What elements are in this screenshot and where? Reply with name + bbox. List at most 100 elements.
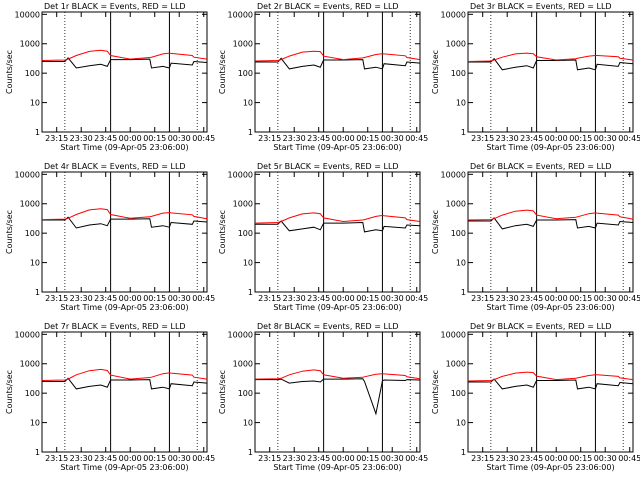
series-line [467,371,634,382]
x-tick-label: 00:30 [168,134,191,143]
y-tick-label: 10000 [228,330,253,339]
x-tick-label: 00:15 [356,134,379,143]
plot-frame [41,171,208,293]
series-line [467,52,634,62]
x-tick-label: 00:15 [569,294,592,303]
y-tick-label: 10 [456,259,466,268]
x-tick-label: 00:00 [545,294,568,303]
x-tick-label: 23:30 [70,134,93,143]
x-tick-label: 00:00 [119,134,142,143]
x-tick-label: 23:15 [258,134,281,143]
x-tick-label: 23:30 [496,134,519,143]
y-tick-label: 1000 [233,40,253,49]
y-axis-label: Counts/sec [431,50,440,94]
x-tick-label: 00:30 [381,294,404,303]
series-line [467,209,634,221]
y-tick-label: 1 [248,448,253,457]
x-tick-label: 23:15 [471,134,494,143]
y-axis-label: Counts/sec [431,210,440,254]
y-tick-label: 10 [243,99,253,108]
x-axis-label: Start Time (09-Apr-05 23:06:00) [60,463,188,472]
series-line [41,368,208,381]
y-tick-label: 10 [243,259,253,268]
x-axis-label: Start Time (09-Apr-05 23:06:00) [60,143,188,152]
y-axis-label: Counts/sec [431,370,440,414]
panel: Det 2r BLACK = Events, RED = LLD Start Ti… [218,2,428,152]
x-axis-label: Start Time (09-Apr-05 23:06:00) [486,463,614,472]
y-tick-label: 10 [30,419,40,428]
panel-title: Det 8r BLACK = Events, RED = LLD [257,322,399,331]
x-tick-label: 00:00 [545,454,568,463]
x-tick-label: 00:30 [381,454,404,463]
x-axis-label: Start Time (09-Apr-05 23:06:00) [60,303,188,312]
plot-frame [467,331,634,453]
panel-title: Det 7r BLACK = Events, RED = LLD [44,322,186,331]
y-tick-label: 1000 [233,200,253,209]
x-axis-label: Start Time (09-Apr-05 23:06:00) [486,143,614,152]
x-tick-label: 23:30 [283,294,306,303]
x-tick-label: 23:45 [307,134,330,143]
x-tick-label: 00:45 [192,454,215,463]
x-tick-label: 23:45 [307,454,330,463]
y-tick-label: 10000 [15,330,40,339]
x-tick-label: 00:15 [569,134,592,143]
series-line [255,378,421,416]
y-tick-label: 1 [35,128,40,137]
x-tick-label: 23:15 [258,454,281,463]
plot-frame [254,11,421,133]
x-tick-label: 00:45 [405,134,428,143]
y-tick-label: 100 [25,69,40,78]
panel: Det 4r BLACK = Events, RED = LLD Start Ti… [5,162,215,312]
series-line [41,49,208,61]
x-tick-label: 00:45 [192,134,215,143]
plot-frame [254,331,421,453]
y-tick-label: 10000 [228,10,253,19]
panel-title: Det 6r BLACK = Events, RED = LLD [470,162,612,171]
x-tick-label: 23:15 [471,454,494,463]
plot-frame [254,171,421,293]
y-tick-label: 1000 [446,360,466,369]
y-axis-label: Counts/sec [218,210,227,254]
x-tick-label: 00:15 [143,134,166,143]
x-axis-label: Start Time (09-Apr-05 23:06:00) [273,463,401,472]
y-tick-label: 10000 [15,170,40,179]
x-tick-label: 23:15 [471,294,494,303]
y-tick-label: 100 [238,389,253,398]
y-tick-label: 10000 [441,330,466,339]
y-tick-label: 10000 [441,170,466,179]
x-tick-label: 23:15 [45,454,68,463]
y-tick-label: 100 [238,69,253,78]
x-tick-label: 23:45 [520,294,543,303]
series-line [254,50,421,62]
x-tick-label: 00:15 [356,454,379,463]
x-tick-label: 00:45 [618,454,640,463]
panel: Det 1r BLACK = Events, RED = LLD Start Ti… [5,2,215,152]
y-tick-label: 10 [243,419,253,428]
x-tick-label: 00:30 [594,454,617,463]
x-tick-label: 00:30 [594,134,617,143]
x-tick-label: 00:15 [143,454,166,463]
x-tick-label: 00:00 [119,454,142,463]
panel: Det 3r BLACK = Events, RED = LLD Start Ti… [431,2,640,152]
x-tick-label: 00:45 [192,294,215,303]
y-tick-label: 10 [456,99,466,108]
y-tick-label: 1000 [446,200,466,209]
x-tick-label: 00:30 [168,454,191,463]
y-tick-label: 100 [238,229,253,238]
panel-title: Det 5r BLACK = Events, RED = LLD [257,162,399,171]
y-tick-label: 100 [25,389,40,398]
y-tick-label: 1 [461,288,466,297]
y-tick-label: 100 [451,69,466,78]
x-tick-label: 00:45 [618,294,640,303]
y-tick-label: 1 [35,448,40,457]
plot-frame [467,11,634,133]
series-line [42,377,208,390]
x-tick-label: 00:00 [119,294,142,303]
y-axis-label: Counts/sec [218,50,227,94]
y-tick-label: 1000 [233,360,253,369]
y-tick-label: 1000 [446,40,466,49]
series-line [255,220,421,233]
panel: Det 6r BLACK = Events, RED = LLD Start Ti… [431,162,640,312]
y-tick-label: 10 [30,259,40,268]
